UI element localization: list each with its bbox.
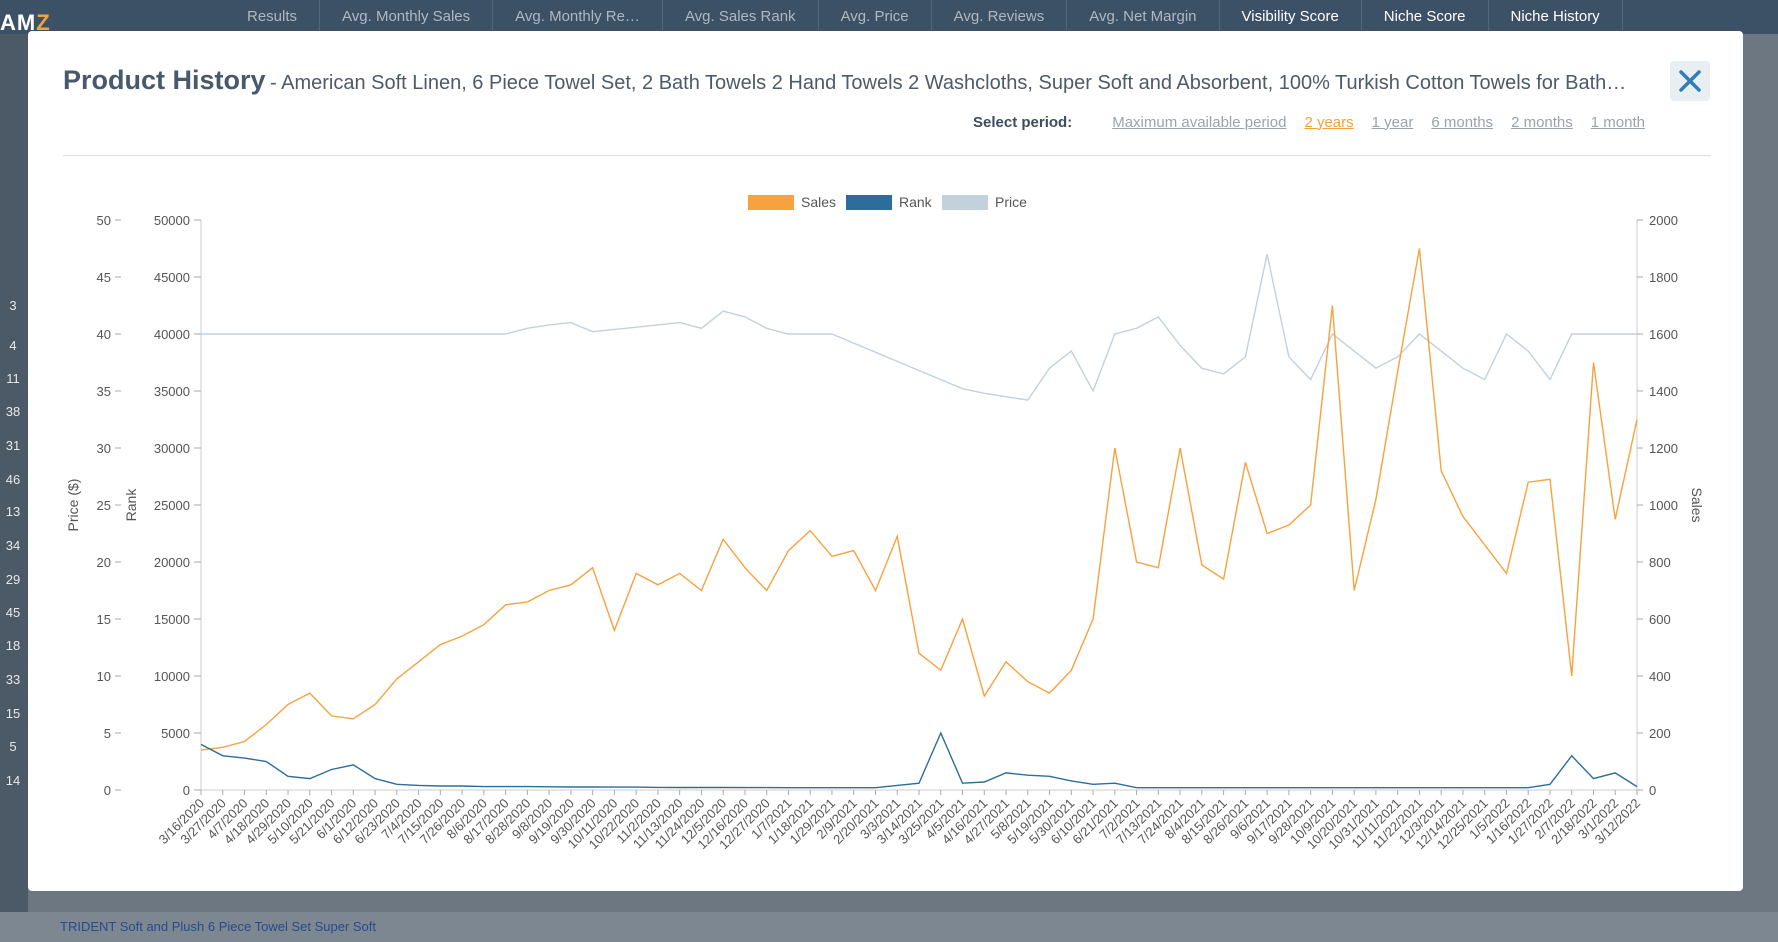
- price-tick-label: 50: [97, 213, 111, 228]
- row-number: 4: [9, 338, 17, 353]
- price-axis-title: Price ($): [65, 479, 81, 532]
- row-number: 13: [5, 504, 21, 519]
- sales-tick-label: 400: [1649, 669, 1671, 684]
- period-option[interactable]: 2 years: [1304, 113, 1354, 131]
- nav-tab[interactable]: Niche History: [1489, 0, 1623, 34]
- row-number: 46: [5, 472, 21, 487]
- price-tick-label: 5: [104, 726, 111, 741]
- nav-tab[interactable]: Niche Score: [1362, 0, 1489, 34]
- nav-tab[interactable]: Visibility Score: [1220, 0, 1362, 34]
- nav-tab[interactable]: Avg. Monthly Sales: [320, 0, 494, 34]
- rank-tick-label: 25000: [154, 498, 190, 513]
- row-number: 14: [5, 773, 21, 788]
- legend-swatch-sales[interactable]: [748, 195, 794, 210]
- nav-tab[interactable]: Avg. Monthly Re…: [493, 0, 663, 34]
- sales-tick-label: 1200: [1649, 441, 1678, 456]
- price-tick-label: 10: [97, 669, 111, 684]
- nav-tab[interactable]: Avg. Net Margin: [1067, 0, 1220, 34]
- rank-tick-label: 5000: [161, 726, 190, 741]
- nav-tab[interactable]: Avg. Price: [819, 0, 932, 34]
- price-tick-label: 20: [97, 555, 111, 570]
- sales-tick-label: 1000: [1649, 498, 1678, 513]
- rank-tick-label: 0: [183, 783, 190, 798]
- price-tick-label: 45: [97, 270, 111, 285]
- row-number: 18: [5, 638, 21, 653]
- legend-swatch-price[interactable]: [942, 195, 988, 210]
- price-tick-label: 15: [97, 612, 111, 627]
- rank-tick-label: 15000: [154, 612, 190, 627]
- sales-tick-label: 1400: [1649, 384, 1678, 399]
- legend-swatch-rank[interactable]: [846, 195, 892, 210]
- row-number: 3: [9, 298, 17, 313]
- close-button[interactable]: [1670, 61, 1710, 101]
- rank-axis-title: Rank: [123, 488, 139, 522]
- price-tick-label: 40: [97, 327, 111, 342]
- sales-tick-label: 2000: [1649, 213, 1678, 228]
- rank-tick-label: 10000: [154, 669, 190, 684]
- row-number: 5: [9, 739, 17, 754]
- product-history-modal: Product History - American Soft Linen, 6…: [28, 31, 1743, 891]
- row-number: 45: [5, 605, 21, 620]
- rank-tick-label: 20000: [154, 555, 190, 570]
- sales-tick-label: 600: [1649, 612, 1671, 627]
- sales-series-line: [200, 248, 1638, 751]
- period-option[interactable]: 6 months: [1431, 113, 1494, 131]
- rank-tick-label: 40000: [154, 327, 190, 342]
- app-logo[interactable]: AMZ: [0, 10, 51, 35]
- price-series-line: [201, 254, 1637, 401]
- row-number: 33: [5, 672, 21, 687]
- nav-tab[interactable]: Avg. Sales Rank: [663, 0, 819, 34]
- rank-tick-label: 50000: [154, 213, 190, 228]
- product-history-chart: 0510152025303540455005000100001500020000…: [65, 194, 1705, 852]
- header-divider: [63, 155, 1711, 156]
- sales-tick-label: 1800: [1649, 270, 1678, 285]
- price-tick-label: 0: [104, 783, 111, 798]
- sales-axis-title: Sales: [1689, 487, 1705, 522]
- legend-label-rank: Rank: [899, 194, 933, 210]
- row-number: 31: [5, 438, 21, 453]
- row-number: 11: [6, 371, 20, 386]
- sales-tick-label: 800: [1649, 555, 1671, 570]
- rank-tick-label: 35000: [154, 384, 190, 399]
- legend-label-sales: Sales: [801, 194, 836, 210]
- row-number-column: [0, 34, 28, 921]
- rank-tick-label: 45000: [154, 270, 190, 285]
- rank-series-line: [200, 731, 1638, 789]
- sales-tick-label: 200: [1649, 726, 1671, 741]
- close-icon: [1679, 70, 1701, 92]
- price-tick-label: 30: [97, 441, 111, 456]
- legend-label-price: Price: [995, 194, 1027, 210]
- price-tick-label: 25: [97, 498, 111, 513]
- row-number: 29: [5, 572, 21, 587]
- rank-tick-label: 30000: [154, 441, 190, 456]
- sales-tick-label: 1600: [1649, 327, 1678, 342]
- results-tabs: Results Avg. Monthly Sales Avg. Monthly Re…: [225, 0, 1623, 34]
- row-number: 34: [5, 538, 21, 553]
- nav-tab[interactable]: Results: [225, 0, 321, 34]
- period-selector: Select period: Maximum available period 2…: [973, 111, 1663, 133]
- product-title-link[interactable]: TRIDENT Soft and Plush 6 Piece Towel Set…: [60, 919, 377, 934]
- row-number: 15: [5, 706, 21, 721]
- period-label: Select period:: [973, 113, 1073, 131]
- period-option[interactable]: Maximum available period: [1112, 113, 1287, 131]
- period-option[interactable]: 2 months: [1511, 113, 1573, 131]
- period-option[interactable]: 1 month: [1590, 113, 1645, 131]
- period-option[interactable]: 1 year: [1371, 113, 1414, 131]
- sales-tick-label: 0: [1649, 783, 1656, 798]
- nav-tab[interactable]: Avg. Reviews: [932, 0, 1068, 34]
- top-navigation-bar: AMZ Results Avg. Monthly Sales Avg. Monthl…: [0, 0, 1778, 35]
- price-tick-label: 35: [97, 384, 111, 399]
- row-number: 38: [5, 404, 21, 419]
